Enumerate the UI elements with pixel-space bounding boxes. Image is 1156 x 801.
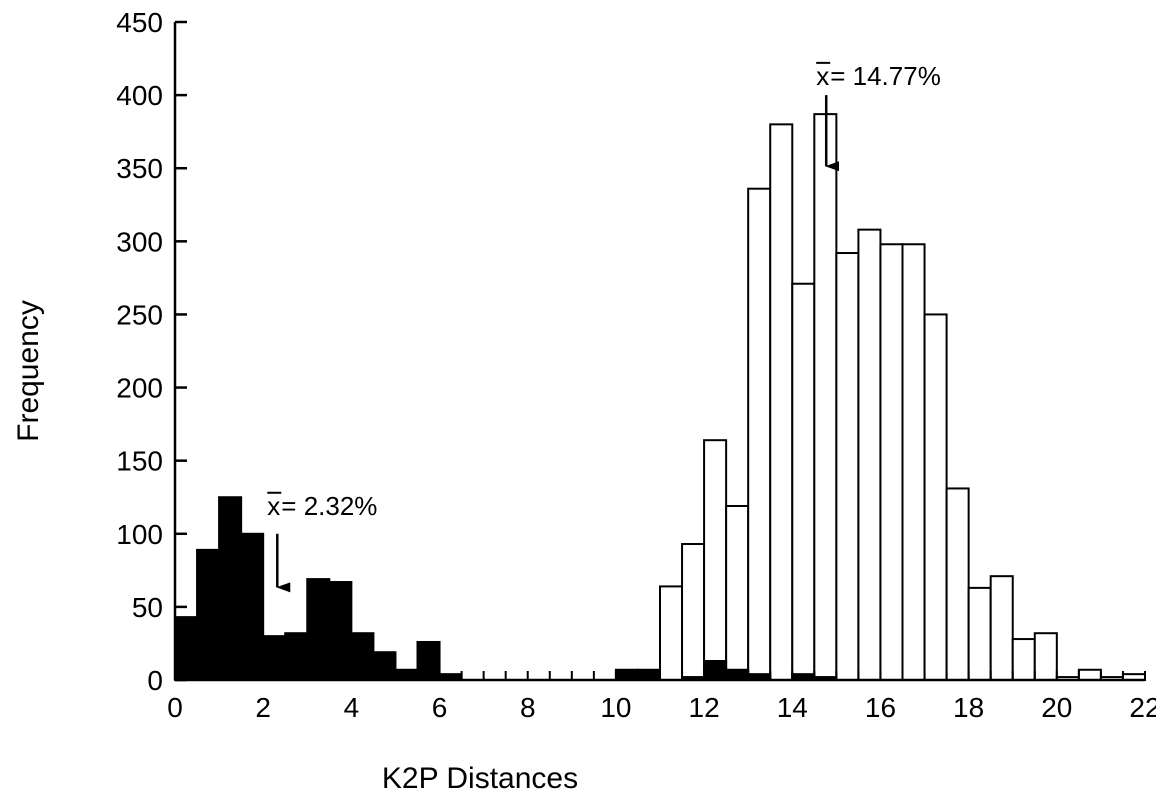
y-tick-label: 300 — [116, 226, 163, 257]
y-tick-label: 250 — [116, 299, 163, 330]
x-tick-label: 10 — [600, 692, 631, 723]
mean-symbol: x — [816, 61, 829, 91]
black-bar-10.5 — [636, 668, 661, 682]
mean-annotation-1: x = 2.32% — [267, 491, 377, 593]
white-bar-16.5 — [901, 243, 926, 681]
y-axis-title: Frequency — [12, 300, 45, 442]
black-bar-5.5 — [416, 640, 441, 682]
y-tick-label: 200 — [116, 373, 163, 404]
x-tick-label: 4 — [344, 692, 360, 723]
white-bar-15.5 — [857, 228, 882, 681]
x-tick-label: 18 — [953, 692, 984, 723]
y-tick-label: 400 — [116, 80, 163, 111]
x-tick-label: 2 — [255, 692, 271, 723]
white-bar-16 — [879, 243, 904, 681]
y-tick-label: 450 — [116, 7, 163, 38]
white-bar-17 — [923, 313, 948, 681]
white-bar-11.5 — [681, 543, 706, 681]
white-bar-18.5 — [989, 575, 1014, 682]
x-tick-label: 8 — [520, 692, 536, 723]
white-bar-13 — [747, 187, 772, 681]
x-tick-label: 0 — [167, 692, 183, 723]
x-tick-label: 14 — [777, 692, 808, 723]
y-tick-label: 100 — [116, 519, 163, 550]
mean-value-label: = 14.77% — [830, 61, 941, 91]
white-bar-11 — [659, 585, 684, 682]
black-bar-10 — [614, 668, 639, 682]
black-bar-4.5 — [372, 651, 397, 681]
black-bar-12.5 — [725, 668, 750, 682]
x-axis-title: K2P Distances — [382, 762, 578, 795]
black-bar-2 — [262, 635, 287, 682]
y-axis-ticks: 0 50 100 150 200 250 300 350 400 450 — [116, 7, 187, 696]
white-bar-12 — [703, 439, 728, 681]
white-bar-19 — [1011, 638, 1036, 682]
x-tick-label: 22 — [1129, 692, 1156, 723]
x-tick-label: 16 — [865, 692, 896, 723]
y-tick-label: 350 — [116, 153, 163, 184]
black-bar-4 — [350, 632, 375, 681]
black-bar-1.5 — [240, 532, 265, 681]
mean-annotation-2: x = 14.77% — [816, 61, 941, 172]
white-bar-13.5 — [769, 123, 794, 682]
black-bar-5 — [394, 668, 419, 682]
x-tick-label: 12 — [689, 692, 720, 723]
mean-value-label: = 2.32% — [281, 491, 377, 521]
black-bar-0.5 — [196, 548, 221, 682]
y-tick-label: 150 — [116, 446, 163, 477]
white-bar-12.5 — [725, 504, 750, 681]
black-bar-1 — [218, 496, 243, 681]
mean-symbol: x — [267, 491, 280, 521]
white-bar-17.5 — [945, 487, 970, 681]
x-tick-label: 20 — [1041, 692, 1072, 723]
white-bar-19.5 — [1033, 632, 1058, 681]
black-bar-3.5 — [328, 581, 353, 682]
black-bar-0 — [174, 616, 199, 682]
white-bar-14.5 — [813, 113, 838, 682]
white-bar-18 — [967, 586, 992, 682]
white-bar-14 — [791, 282, 816, 681]
x-tick-label: 6 — [432, 692, 448, 723]
y-tick-label: 0 — [147, 665, 163, 696]
black-bar-3 — [306, 578, 331, 682]
black-bar-2.5 — [284, 632, 309, 681]
white-bar-15 — [835, 252, 860, 682]
series-white-bars — [262, 113, 1147, 682]
x-axis-ticks: 0 2 4 6 8 10 12 14 16 18 20 22 — [167, 671, 1156, 723]
black-bar-12 — [703, 659, 728, 681]
y-tick-label: 50 — [132, 592, 163, 623]
mean-annotations: x = 2.32%x = 14.77% — [267, 61, 941, 593]
white-bar-20.5 — [1077, 668, 1102, 682]
